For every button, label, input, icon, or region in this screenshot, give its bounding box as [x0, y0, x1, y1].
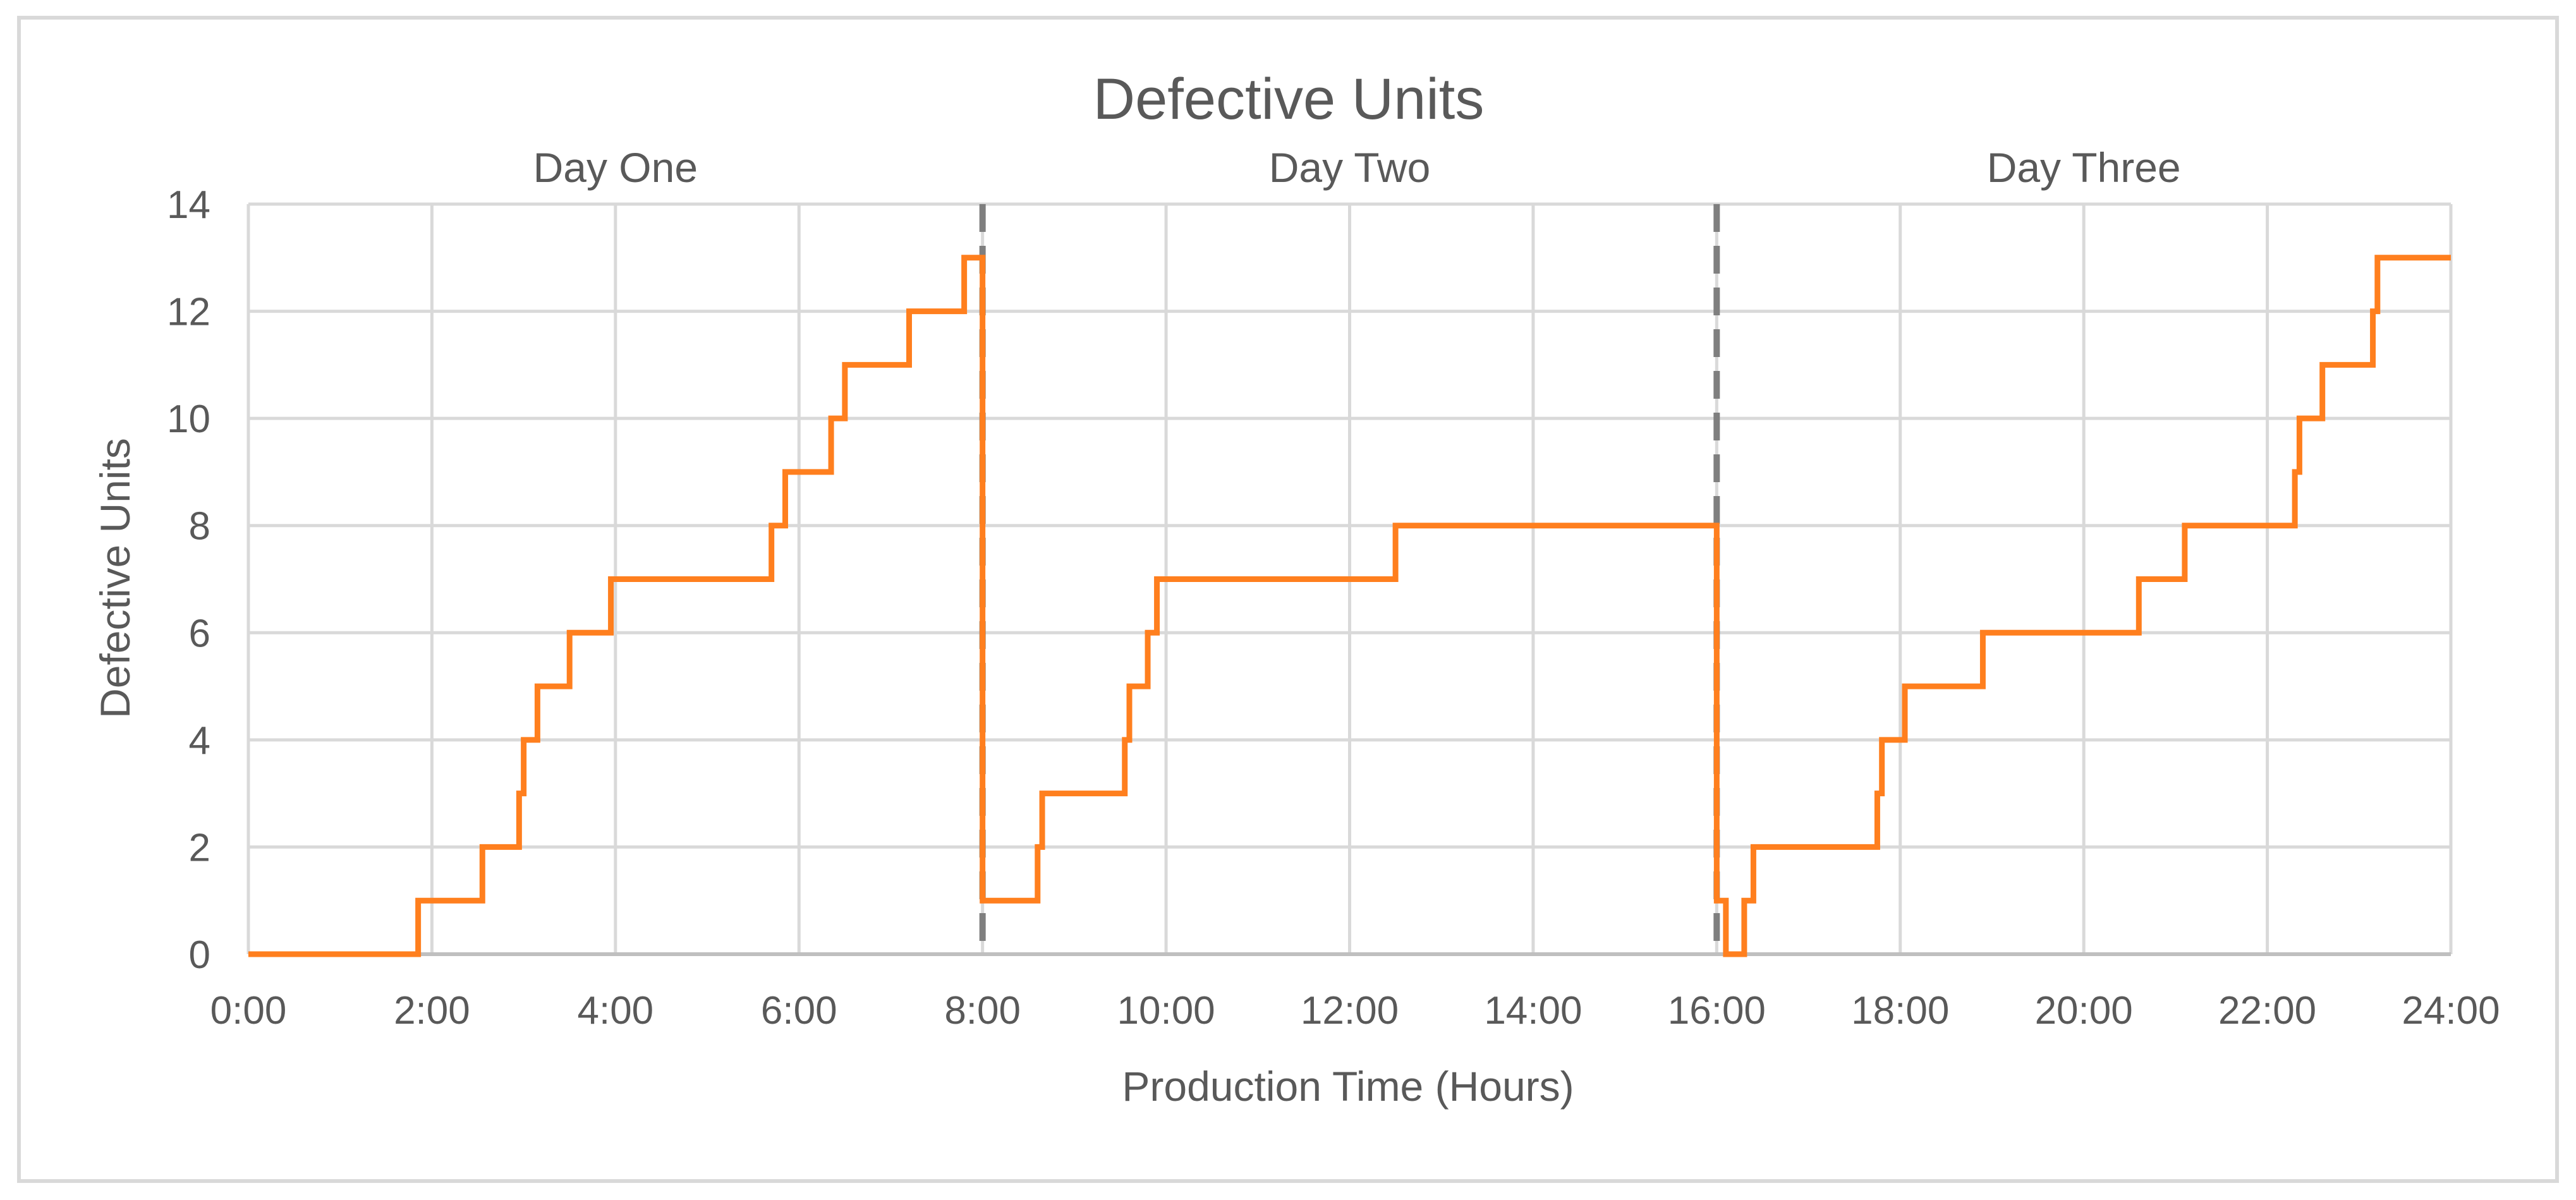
- x-tick-labels: 0:00 2:00 4:00 6:00 8:00 10:00 12:00 14:00 16:00…: [210, 989, 2500, 1033]
- y-axis-label: Defective Units: [92, 438, 138, 718]
- y-tick-labels: 0 2 4 6 8 10 12 14: [167, 183, 210, 977]
- x-tick-label: 4:00: [577, 989, 653, 1033]
- y-tick-label: 14: [167, 183, 210, 227]
- x-tick-label: 8:00: [944, 989, 1021, 1033]
- y-tick-label: 0: [189, 933, 210, 977]
- x-tick-label: 0:00: [210, 989, 287, 1033]
- x-tick-label: 2:00: [394, 989, 470, 1033]
- y-tick-label: 8: [189, 505, 210, 548]
- x-tick-label: 18:00: [1851, 989, 1949, 1033]
- y-tick-label: 4: [189, 719, 210, 763]
- chart-border: [17, 16, 2559, 1183]
- gridlines: [246, 202, 2453, 956]
- x-axis-label: Production Time (Hours): [1122, 1063, 1574, 1110]
- y-tick-label: 2: [189, 826, 210, 870]
- y-tick-label: 12: [167, 291, 210, 334]
- series-line-defective-units: [248, 255, 2451, 957]
- x-tick-label: 6:00: [761, 989, 837, 1033]
- series-layer: [248, 255, 2451, 957]
- chart-title: Defective Units: [1093, 67, 1485, 131]
- day-label: Day One: [533, 144, 698, 191]
- day-labels: Day One Day Two Day Three: [533, 144, 2181, 191]
- day-label: Day Three: [1987, 144, 2181, 191]
- x-tick-label: 14:00: [1484, 989, 1582, 1033]
- x-tick-label: 16:00: [1668, 989, 1766, 1033]
- x-tick-label: 20:00: [2035, 989, 2133, 1033]
- y-tick-label: 10: [167, 397, 210, 441]
- y-tick-label: 6: [189, 612, 210, 655]
- day-label: Day Two: [1269, 144, 1431, 191]
- x-tick-label: 10:00: [1117, 989, 1215, 1033]
- x-tick-label: 12:00: [1301, 989, 1399, 1033]
- x-tick-label: 22:00: [2218, 989, 2316, 1033]
- x-tick-label: 24:00: [2402, 989, 2500, 1033]
